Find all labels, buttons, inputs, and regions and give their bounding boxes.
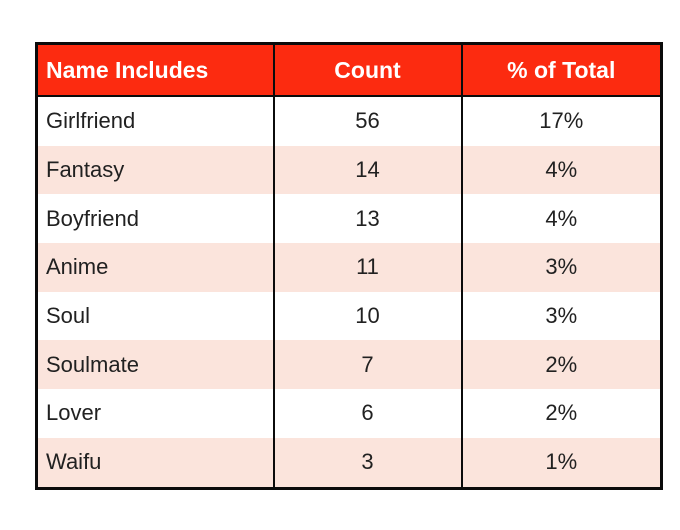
cell-percent: 3% <box>460 243 662 292</box>
cell-percent: 3% <box>460 291 662 341</box>
table-row: Soulmate 7 2% <box>36 340 662 390</box>
cell-count: 10 <box>272 291 462 341</box>
table-row: Lover 6 2% <box>36 389 662 438</box>
column-header-count: Count <box>272 43 462 97</box>
cell-count: 3 <box>272 437 462 488</box>
table-row: Fantasy 14 4% <box>36 145 662 195</box>
cell-name: Soulmate <box>36 340 274 390</box>
cell-count: 7 <box>272 340 462 390</box>
table-row: Boyfriend 13 4% <box>36 194 662 244</box>
cell-percent: 1% <box>460 437 662 488</box>
cell-percent: 4% <box>460 145 662 195</box>
cell-count: 11 <box>272 243 462 292</box>
column-header-name-includes: Name Includes <box>36 43 274 97</box>
cell-name: Anime <box>36 243 274 292</box>
table-row: Waifu 3 1% <box>36 437 662 488</box>
cell-count: 56 <box>272 96 462 146</box>
cell-count: 14 <box>272 145 462 195</box>
cell-name: Girlfriend <box>36 96 274 146</box>
cell-percent: 4% <box>460 194 662 244</box>
column-header-percent-of-total: % of Total <box>460 43 662 97</box>
table-row: Anime 11 3% <box>36 243 662 292</box>
cell-name: Waifu <box>36 437 274 488</box>
name-includes-table: Name Includes Count % of Total Girlfrien… <box>35 42 663 490</box>
cell-percent: 17% <box>460 96 662 146</box>
cell-name: Fantasy <box>36 145 274 195</box>
cell-name: Lover <box>36 389 274 438</box>
cell-count: 6 <box>272 389 462 438</box>
cell-percent: 2% <box>460 340 662 390</box>
cell-name: Soul <box>36 291 274 341</box>
table-row: Girlfriend 56 17% <box>36 96 662 146</box>
cell-count: 13 <box>272 194 462 244</box>
cell-name: Boyfriend <box>36 194 274 244</box>
cell-percent: 2% <box>460 389 662 438</box>
table-row: Soul 10 3% <box>36 291 662 341</box>
header-row: Name Includes Count % of Total <box>36 43 662 97</box>
